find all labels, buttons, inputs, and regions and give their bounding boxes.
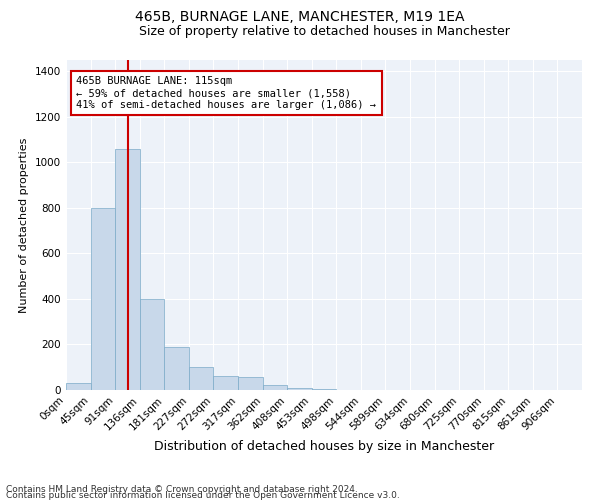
Bar (91, 208, 115, 390)
Text: 465B, BURNAGE LANE, MANCHESTER, M19 1EA: 465B, BURNAGE LANE, MANCHESTER, M19 1EA (135, 10, 465, 24)
Bar (214, 376, 238, 390)
Text: 465B BURNAGE LANE: 115sqm
← 59% of detached houses are smaller (1,558)
41% of se: 465B BURNAGE LANE: 115sqm ← 59% of detac… (76, 76, 376, 110)
Y-axis label: Number of detached properties: Number of detached properties (19, 138, 29, 312)
Bar (287, 388, 312, 390)
Text: Contains HM Land Registry data © Crown copyright and database right 2024.: Contains HM Land Registry data © Crown c… (6, 484, 358, 494)
Title: Size of property relative to detached houses in Manchester: Size of property relative to detached ho… (139, 25, 509, 38)
Text: Contains public sector information licensed under the Open Government Licence v3: Contains public sector information licen… (6, 490, 400, 500)
X-axis label: Distribution of detached houses by size in Manchester: Distribution of detached houses by size … (154, 440, 494, 453)
Bar (189, 367, 214, 390)
Bar (238, 378, 263, 390)
Bar (66, 383, 91, 390)
Bar (115, 149, 140, 390)
Bar (312, 389, 336, 390)
Bar (263, 386, 287, 390)
Bar (140, 299, 164, 390)
Bar (164, 347, 189, 390)
